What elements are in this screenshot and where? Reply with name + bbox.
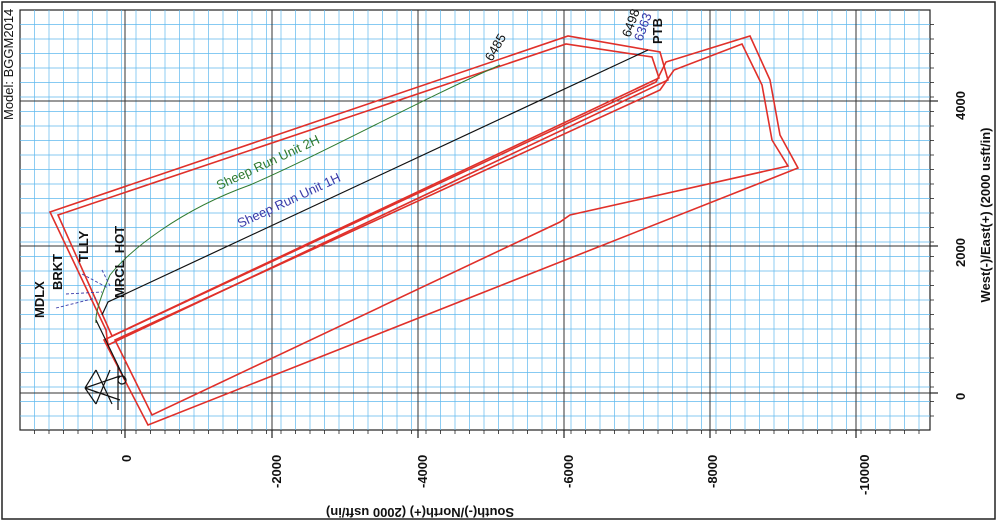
x-tick-2: -4000 xyxy=(415,455,430,488)
y-tick-2: 0 xyxy=(953,393,968,400)
plot-frame xyxy=(20,10,930,430)
x-tick-3: -6000 xyxy=(561,455,576,488)
mdlx-label: MDLX xyxy=(32,281,47,318)
x-tick-0: 0 xyxy=(119,455,134,462)
x-tick-1: -2000 xyxy=(269,455,284,488)
x-axis-label: South(-)/North(+) (2000 usft/in) xyxy=(326,505,514,520)
y-tick-1: 2000 xyxy=(953,238,968,267)
model-label: Model: BGGM2014 xyxy=(1,9,16,120)
x-tick-4: -8000 xyxy=(705,455,720,488)
y-axis-label: West(-)/East(+) (2000 usft/in) xyxy=(978,128,993,303)
y-tick-0: 4000 xyxy=(953,91,968,120)
mrcl-hot-label: MRCL_HOT xyxy=(112,226,127,298)
tlly-label: TLLY xyxy=(76,230,91,262)
ptb-label: PTB xyxy=(650,18,665,44)
brkt-label: BRKT xyxy=(50,254,65,290)
x-tick-5: -10000 xyxy=(857,455,872,495)
